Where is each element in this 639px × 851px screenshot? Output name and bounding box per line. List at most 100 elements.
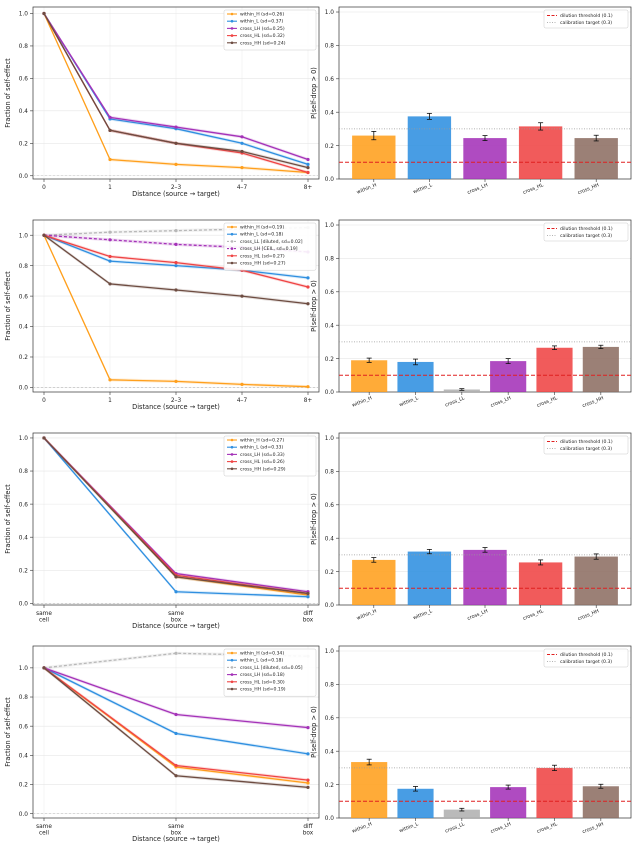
x-tick-label: 0	[42, 398, 46, 404]
x-tick-label-line: box	[171, 618, 182, 624]
legend-box	[543, 222, 629, 242]
line-chart-2: 0.0 0.2 0.4 0.6 0.8 1.0 Fraction of self-effec…	[4, 219, 320, 411]
series-point-1-2	[174, 264, 178, 268]
y-tick-label: 0.8	[325, 470, 335, 476]
series-point-0-2	[174, 162, 178, 166]
y-tick-label: 0.0	[325, 603, 335, 609]
x-tick-label: 2–3	[171, 398, 182, 404]
legend-label-calibration: calibration target (0.3)	[560, 20, 612, 26]
series-point-1-1	[174, 590, 178, 594]
bar-0	[352, 559, 396, 605]
y-tick-label: 0.2	[19, 568, 29, 574]
legend-box	[223, 222, 317, 271]
legend-label-calibration: calibration target (0.3)	[560, 659, 612, 665]
y-tick-label: 1.0	[325, 10, 335, 16]
y-tick-label: 0.0	[325, 177, 335, 183]
x-tick-label: same cell	[36, 824, 52, 837]
series-point-0-1	[108, 157, 112, 162]
bar-2	[463, 138, 507, 179]
x-tick-label-line: 0	[42, 185, 46, 191]
series-point-0-2	[174, 379, 178, 383]
x-tick-label: 8+	[304, 398, 313, 404]
x-axis-label: Distance (source → target)	[132, 835, 220, 843]
x-tick-label-line: cell	[39, 618, 49, 624]
series-point-0-1	[108, 378, 112, 382]
category-label-1: within_L	[398, 395, 419, 408]
y-axis-label: P(self-drop > 0)	[310, 493, 318, 545]
x-tick-label-line: cell	[39, 831, 49, 837]
legend-label-3: cross_LH [CEIL, sd=0.19]	[240, 246, 298, 252]
legend-label-0: within_H (sd=0.27)	[240, 438, 284, 444]
y-axis-label: P(self-drop > 0)	[310, 280, 318, 332]
x-axis-label: Distance (source → target)	[132, 190, 220, 198]
legend-label-4: cross_HH (sd=0.24)	[240, 40, 286, 46]
category-label-3: cross_HL	[522, 608, 544, 622]
x-tick-label-line: 4–7	[237, 185, 248, 191]
bar-0	[352, 135, 396, 179]
legend-label-2: cross_LH (sd=0.33)	[240, 452, 285, 458]
series-point-2-2	[174, 229, 178, 233]
legend-marker-1	[230, 232, 234, 236]
y-tick-label: 0.8	[325, 44, 335, 50]
y-tick-label: 0.6	[19, 77, 29, 83]
series-point-3-2	[306, 726, 310, 730]
line-chart-0: 0.0 0.2 0.4 0.6 0.8 1.0 Fraction of self-effec…	[4, 6, 320, 198]
legend-label-1: within_L (sd=0.18)	[240, 232, 283, 238]
y-tick-label: 0.6	[325, 503, 335, 509]
legend-marker-3	[230, 34, 234, 37]
category-label-5: cross_HH	[581, 395, 604, 409]
x-tick-label-line: 8+	[304, 398, 313, 404]
legend-marker-3	[230, 673, 234, 676]
legend-marker-4	[230, 254, 234, 258]
legend-label-0: within_H (sd=0.34)	[240, 651, 284, 657]
legend-marker-1	[230, 19, 234, 23]
x-axis-label: Distance (source → target)	[132, 403, 220, 411]
y-tick-label: 0.0	[325, 390, 335, 396]
y-tick-label: 0.6	[19, 724, 29, 730]
y-tick-label: 0.2	[325, 783, 335, 789]
series-point-4-0	[42, 436, 46, 440]
bar-1	[407, 551, 452, 605]
category-label-4: cross_HH	[577, 608, 600, 622]
y-tick-label: 0.6	[325, 77, 335, 83]
category-label-0: within_H	[356, 608, 378, 622]
legend-label-dilution: dilution threshold (0.1)	[560, 652, 613, 658]
x-tick-label-line: 0	[42, 398, 46, 404]
line-chart-6: 0.0 0.2 0.4 0.6 0.8 1.0 Fraction of self-effec…	[4, 645, 320, 843]
bar-4	[536, 767, 573, 818]
category-label-1: within_L	[412, 608, 433, 621]
bar-1	[397, 788, 434, 818]
series-point-2-2	[174, 125, 178, 129]
legend-label-calibration: calibration target (0.3)	[560, 233, 612, 239]
y-tick-label: 0.8	[19, 44, 29, 50]
y-tick-label: 0.2	[325, 144, 335, 150]
y-tick-label: 0.4	[19, 325, 29, 331]
series-point-5-4	[306, 302, 310, 306]
bar-1	[397, 361, 434, 392]
legend-label-2: cross_LL [diluted, sd=0.05]	[240, 665, 303, 671]
series-point-2-3	[240, 135, 244, 139]
legend-label-2: cross_LL [diluted, sd=0.02]	[240, 239, 303, 245]
series-point-4-3	[240, 149, 244, 154]
x-tick-label-line: 4–7	[237, 398, 248, 404]
legend-label-calibration: calibration target (0.3)	[560, 446, 612, 452]
series-point-4-4	[306, 285, 310, 289]
x-tick-label: same box	[168, 824, 184, 837]
legend-label-4: cross_HL (sd=0.30)	[240, 679, 285, 685]
series-point-4-1	[108, 128, 112, 132]
y-tick-label: 0.4	[325, 536, 335, 542]
series-point-5-0	[42, 666, 46, 670]
series-point-0-2	[306, 781, 310, 785]
x-tick-label: 0	[42, 185, 46, 191]
y-tick-label: 0.6	[19, 294, 29, 300]
y-tick-label: 0.0	[19, 386, 29, 392]
y-tick-label: 0.6	[19, 502, 29, 508]
legend-box	[223, 435, 317, 477]
legend-label-3: cross_HL (sd=0.26)	[240, 459, 285, 465]
legend-marker-0	[230, 225, 234, 229]
series-point-5-0	[42, 233, 46, 237]
legend-label-3: cross_LH (sd=0.18)	[240, 672, 285, 678]
series-point-1-1	[174, 731, 178, 736]
y-tick-label: 0.0	[19, 174, 29, 180]
bar-2	[463, 549, 507, 605]
